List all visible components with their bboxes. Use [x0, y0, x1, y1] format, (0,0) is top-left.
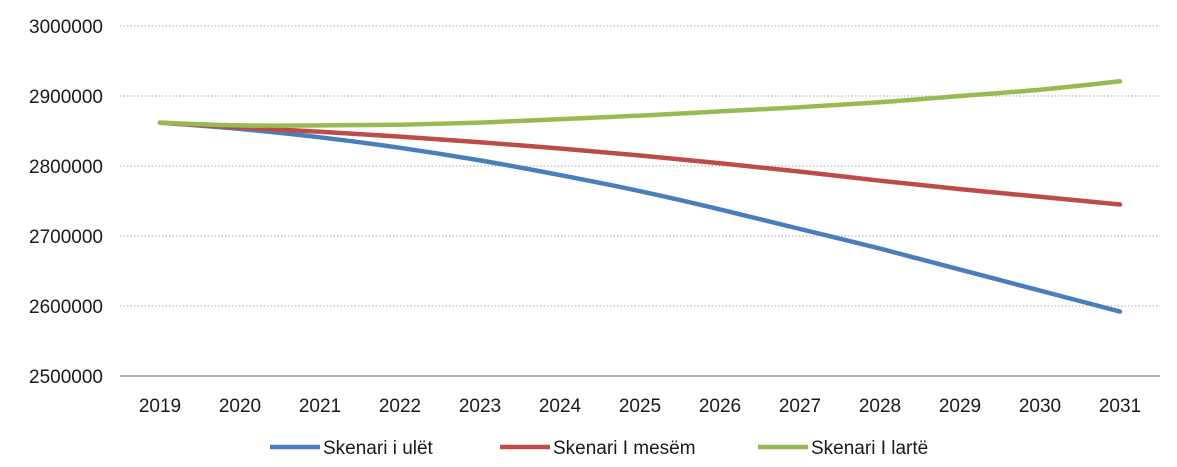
y-tick-label: 2500000: [29, 367, 103, 388]
x-axis-ticks: 2019 2020 2021 2022 2023 2024 2025 2026 2027 2028…: [139, 396, 1141, 417]
x-tick-label: 2031: [1099, 396, 1141, 417]
x-tick-label: 2020: [219, 396, 261, 417]
x-tick-label: 2030: [1019, 396, 1061, 417]
series-line-1: [157, 120, 1123, 314]
legend-label-3: Skenari I lartë: [811, 438, 928, 459]
gridlines: [120, 25, 1160, 307]
x-tick-label: 2027: [779, 396, 821, 417]
x-tick-label: 2022: [379, 396, 421, 417]
x-tick-label: 2025: [619, 396, 661, 417]
legend-label-1: Skenari i ulët: [323, 438, 434, 459]
y-tick-label: 2800000: [29, 157, 103, 178]
series-line-3: [157, 79, 1123, 128]
x-tick-label: 2028: [859, 396, 901, 417]
x-tick-label: 2029: [939, 396, 981, 417]
x-tick-label: 2021: [299, 396, 341, 417]
y-axis-ticks: 2500000 2600000 2700000 2800000 2900000 30000…: [29, 17, 103, 388]
y-tick-label: 3000000: [29, 17, 103, 38]
x-tick-label: 2024: [539, 396, 582, 417]
legend: Skenari i ulët Skenari I mesëm Skenari I l…: [270, 438, 928, 459]
x-tick-label: 2026: [699, 396, 741, 417]
series-line-2: [157, 120, 1123, 207]
legend-label-2: Skenari I mesëm: [553, 438, 696, 459]
y-tick-label: 2600000: [29, 297, 103, 318]
series-lines: [157, 79, 1123, 314]
y-tick-label: 2900000: [29, 87, 103, 108]
y-tick-label: 2700000: [29, 227, 103, 248]
x-tick-label: 2023: [459, 396, 501, 417]
x-tick-label: 2019: [139, 396, 181, 417]
